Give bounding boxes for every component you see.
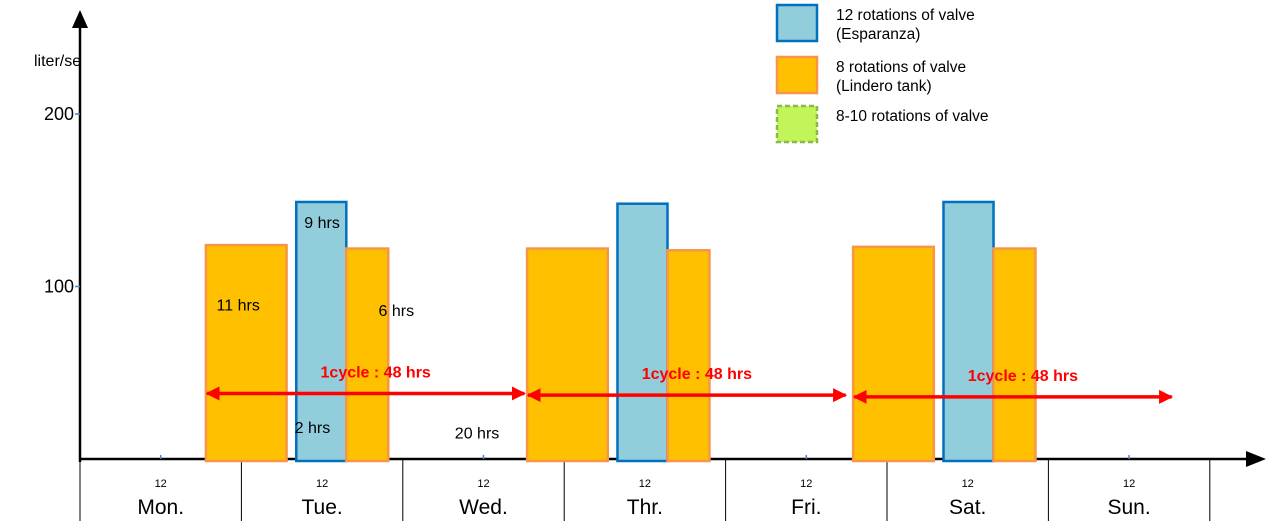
- day-label-6: Sun.: [1107, 496, 1150, 519]
- legend-swatch-0: [775, 3, 819, 43]
- noon-label: 12: [800, 478, 812, 490]
- legend-label-1: 8 rotations of valve: [836, 59, 966, 76]
- noon-label: 12: [316, 478, 328, 490]
- y-axis-arrow: [72, 10, 88, 28]
- y-axis-label: liter/se: [34, 53, 81, 70]
- y-tick-label-200: 200: [44, 104, 74, 124]
- duration-label-2: 6 hrs: [379, 303, 415, 320]
- legend: 12 rotations of valve (Esparanza) 8 rotati…: [775, 3, 989, 144]
- legend-label-2: 8-10 rotations of valve: [836, 108, 989, 125]
- duration-label-1: 9 hrs: [304, 215, 340, 232]
- esparanza-bar-1: [295, 200, 348, 463]
- duration-label-0: 11 hrs: [217, 298, 260, 315]
- noon-label: 12: [155, 478, 167, 490]
- day-label-4: Fri.: [791, 496, 821, 519]
- noon-label: 12: [639, 478, 651, 490]
- lindero-bar-8: [992, 247, 1037, 463]
- esparanza-bar-7: [942, 200, 995, 463]
- lindero-bar-5: [666, 249, 711, 463]
- legend-swatch-2: [775, 104, 819, 144]
- legend-sub-0: (Esparanza): [836, 26, 920, 43]
- esparanza-bar-4: [616, 202, 669, 463]
- bars: [204, 200, 1037, 463]
- day-label-0: Mon.: [137, 496, 184, 519]
- y-tick-label-100: 100: [44, 277, 74, 297]
- legend-swatch-1: [775, 55, 819, 95]
- day-label-3: Thr.: [627, 496, 663, 519]
- lindero-bar-0: [204, 243, 288, 463]
- duration-label-3: 2 hrs: [295, 420, 331, 437]
- noon-label: 12: [477, 478, 489, 490]
- lindero-bar-6: [851, 245, 936, 463]
- lindero-bar-2: [345, 247, 390, 463]
- day-label-1: Tue.: [301, 496, 342, 519]
- cycle-label-2: 1cycle : 48 hrs: [968, 368, 1078, 385]
- x-axis-arrow: [1246, 451, 1266, 467]
- noon-label: 12: [1123, 478, 1135, 490]
- cycle-label-1: 1cycle : 48 hrs: [642, 366, 752, 383]
- noon-label: 12: [962, 478, 974, 490]
- legend-sub-1: (Lindero tank): [836, 78, 932, 95]
- duration-label-4: 20 hrs: [455, 425, 499, 442]
- lindero-bar-3: [525, 247, 610, 463]
- cycle-arrows: 1cycle : 48 hrs 1cycle : 48 hrs 1cycle : 4…: [205, 364, 1174, 404]
- cycle-label-0: 1cycle : 48 hrs: [321, 364, 431, 381]
- day-label-5: Sat.: [949, 496, 986, 519]
- day-label-2: Wed.: [459, 496, 508, 519]
- legend-label-0: 12 rotations of valve: [836, 7, 975, 24]
- duration-labels: 11 hrs 9 hrs 6 hrs 2 hrs 20 hrs: [217, 215, 500, 442]
